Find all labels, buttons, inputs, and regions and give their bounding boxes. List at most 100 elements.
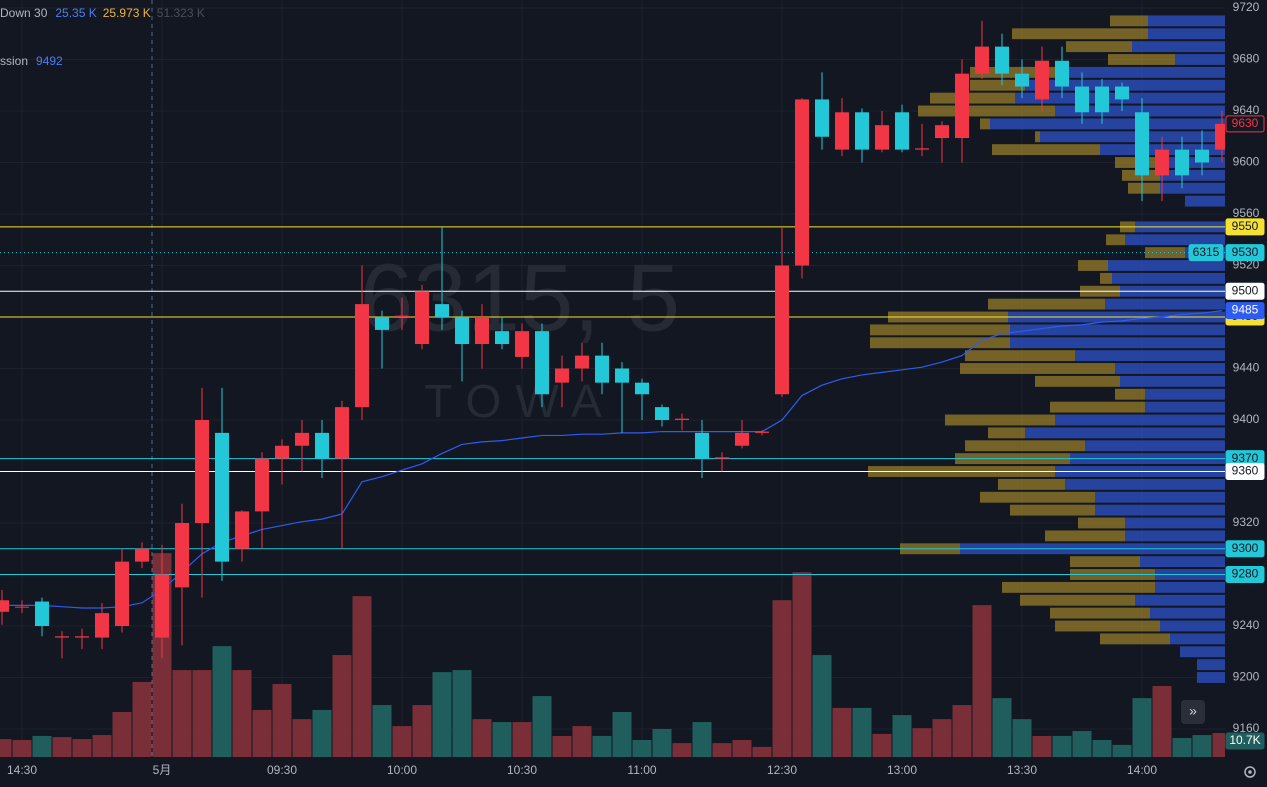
y-tick-label: 9160 — [1233, 721, 1260, 735]
volume-bar — [12, 739, 32, 757]
profile-up — [1197, 672, 1225, 683]
candle-body — [1015, 73, 1029, 87]
profile-down — [1045, 530, 1125, 542]
x-tick-label: 10:30 — [507, 763, 537, 777]
vwap-tag-box — [1225, 302, 1265, 320]
profile-down — [1010, 504, 1095, 516]
watermark-sub: TOWA — [424, 375, 615, 427]
candle-body — [875, 125, 889, 150]
profile-down — [1108, 54, 1175, 65]
indicator-value: 25.973 K — [103, 6, 151, 20]
legend: Down 30 25.35 K 25.973 K 51.323 K ssion 9492 — [0, 6, 205, 68]
candle-body — [1095, 86, 1109, 113]
volume-bar — [172, 670, 192, 757]
profile-up — [1175, 54, 1225, 65]
candle-body — [495, 331, 509, 345]
profile-up — [1108, 260, 1225, 271]
profile-up — [1160, 182, 1225, 194]
profile-up — [1025, 427, 1225, 439]
candle-body — [895, 112, 909, 150]
profile-up — [1112, 272, 1225, 284]
candle-body — [75, 636, 89, 638]
settings-button[interactable] — [1244, 766, 1256, 778]
profile-up — [1132, 41, 1225, 53]
candle-body — [635, 382, 649, 395]
x-tick-label: 12:30 — [767, 763, 797, 777]
profile-up — [1105, 298, 1225, 310]
volume-bar — [572, 726, 592, 757]
vwap-line — [2, 309, 1223, 609]
candle-body — [255, 458, 269, 512]
y-tick-label: 9320 — [1233, 515, 1260, 529]
level-tag: 9300 — [1232, 541, 1259, 555]
candle-body — [835, 112, 849, 150]
y-tick-label: 9400 — [1233, 412, 1260, 426]
profile-down — [980, 118, 990, 130]
candle-body — [1155, 149, 1169, 176]
profile-down — [960, 363, 1115, 374]
candle-body — [555, 368, 569, 383]
candle-body — [155, 574, 169, 638]
level-tag: 9280 — [1232, 567, 1259, 581]
candle-body — [15, 606, 29, 608]
symbol-tag: 6315 — [1193, 245, 1220, 259]
candle-body — [695, 432, 709, 459]
candle-body — [815, 99, 829, 137]
candle-body — [435, 304, 449, 317]
volume-bar — [952, 705, 972, 757]
candle-body — [515, 331, 529, 357]
last-price-tag: 9630 — [1232, 116, 1259, 130]
candle-body — [755, 431, 769, 433]
volume-bar — [72, 739, 92, 757]
profile-up — [1025, 79, 1225, 91]
volume-bar — [1152, 685, 1172, 757]
y-tick-label: 9680 — [1233, 52, 1260, 66]
candle-body — [215, 432, 229, 562]
y-tick-label: 9240 — [1233, 618, 1260, 632]
profile-down — [1070, 556, 1140, 568]
volume-bar — [532, 696, 552, 757]
candles — [0, 20, 1229, 659]
axes: 9160920092409280932093609400944094809520… — [7, 0, 1265, 777]
y-tick-label: 9200 — [1233, 670, 1260, 684]
profile-down — [1035, 131, 1040, 143]
candle-body — [135, 548, 149, 562]
candle-body — [995, 46, 1009, 74]
candle-body — [235, 511, 249, 549]
profile-up — [1185, 195, 1225, 207]
level-tag: 9530 — [1232, 245, 1259, 259]
candle-body — [1035, 60, 1049, 100]
profile-up — [1010, 337, 1225, 349]
volume-bar — [232, 670, 252, 757]
profile-up — [1125, 530, 1225, 542]
volume-bar — [0, 739, 12, 757]
profile-up — [1125, 234, 1225, 246]
candle-body — [1175, 149, 1189, 176]
candle-body — [715, 457, 729, 459]
candle-body — [195, 420, 209, 523]
candle-body — [775, 265, 789, 395]
profile-down — [980, 491, 1095, 503]
y-tick-label: 9720 — [1233, 0, 1260, 14]
profile-up — [1085, 440, 1225, 452]
level-tag-box — [1225, 218, 1265, 236]
indicator-value: 51.323 K — [157, 6, 205, 20]
volume-bar — [292, 719, 312, 757]
volume-bar — [772, 600, 792, 757]
level-tag: 9370 — [1232, 451, 1259, 465]
y-tick-label: 9520 — [1233, 258, 1260, 272]
profile-down — [988, 427, 1025, 439]
symbol-tag-box — [1188, 244, 1224, 262]
volume-bar — [612, 711, 632, 757]
candle-body — [1055, 60, 1069, 87]
scroll-button[interactable]: » — [1181, 700, 1205, 724]
profile-up — [990, 118, 1225, 130]
volume-bar — [932, 719, 952, 757]
y-tick-label: 9560 — [1233, 206, 1260, 220]
volume-bar — [92, 735, 112, 757]
profile-down — [1050, 607, 1150, 619]
profile-up — [1075, 350, 1225, 362]
profile-up — [1145, 388, 1225, 400]
volume-bar — [912, 728, 932, 757]
profile-down — [965, 440, 1085, 452]
